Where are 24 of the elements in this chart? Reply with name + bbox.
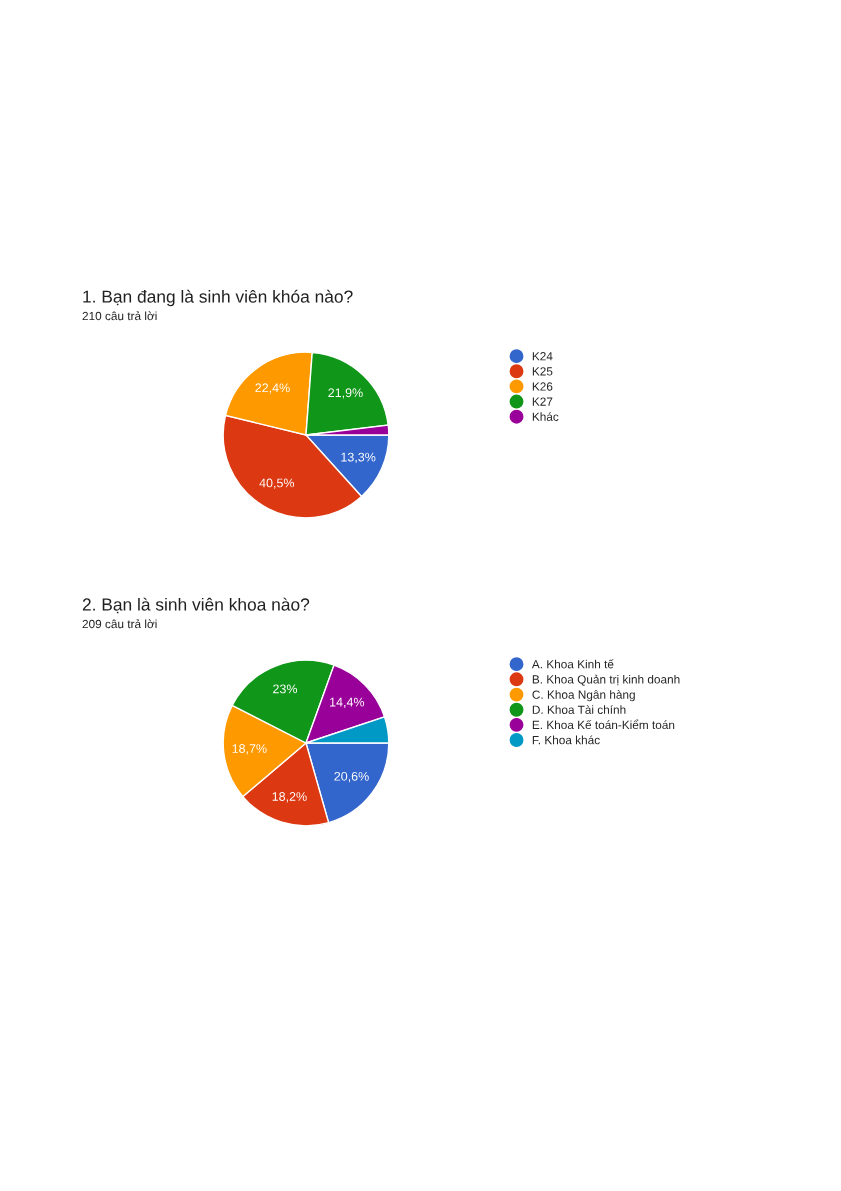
legend-label: B. Khoa Quản trị kinh doanh bbox=[532, 674, 680, 686]
data-label: 22,4% bbox=[255, 383, 290, 394]
chart-title: 1. Bạn đang là sinh viên khóa nào? bbox=[83, 289, 353, 307]
legend-label: K26 bbox=[532, 382, 553, 391]
text: 209 câu trả lời bbox=[82, 619, 157, 629]
legend-label: C. Khoa Ngân hàng bbox=[532, 690, 635, 702]
data-label: 20,6% bbox=[334, 771, 369, 783]
data-label: 21,9% bbox=[328, 388, 363, 399]
legend-label: K24 bbox=[532, 352, 553, 361]
legend-label: F. Khoa khác bbox=[532, 735, 600, 745]
legend-label: K25 bbox=[532, 367, 553, 376]
legend-label: Khác bbox=[532, 412, 559, 421]
data-label: 14,4% bbox=[330, 697, 365, 709]
legend-label: E. Khoa Kế toán-Kiểm toán bbox=[532, 719, 675, 730]
data-label: 18,2% bbox=[272, 792, 307, 803]
text: 210 câu trả lời bbox=[82, 311, 157, 321]
data-label: 40,5% bbox=[259, 478, 295, 489]
legend-label: K27 bbox=[532, 397, 553, 406]
data-label: 23% bbox=[273, 684, 298, 694]
chart-title: 2. Bạn là sinh viên khoa nào? bbox=[82, 597, 310, 614]
legend-label: D. Khoa Tài chính bbox=[532, 705, 626, 714]
data-label: 13,3% bbox=[341, 452, 376, 463]
data-label: 18,7% bbox=[232, 744, 267, 755]
legend-label: A. Khoa Kinh tế bbox=[531, 659, 614, 669]
